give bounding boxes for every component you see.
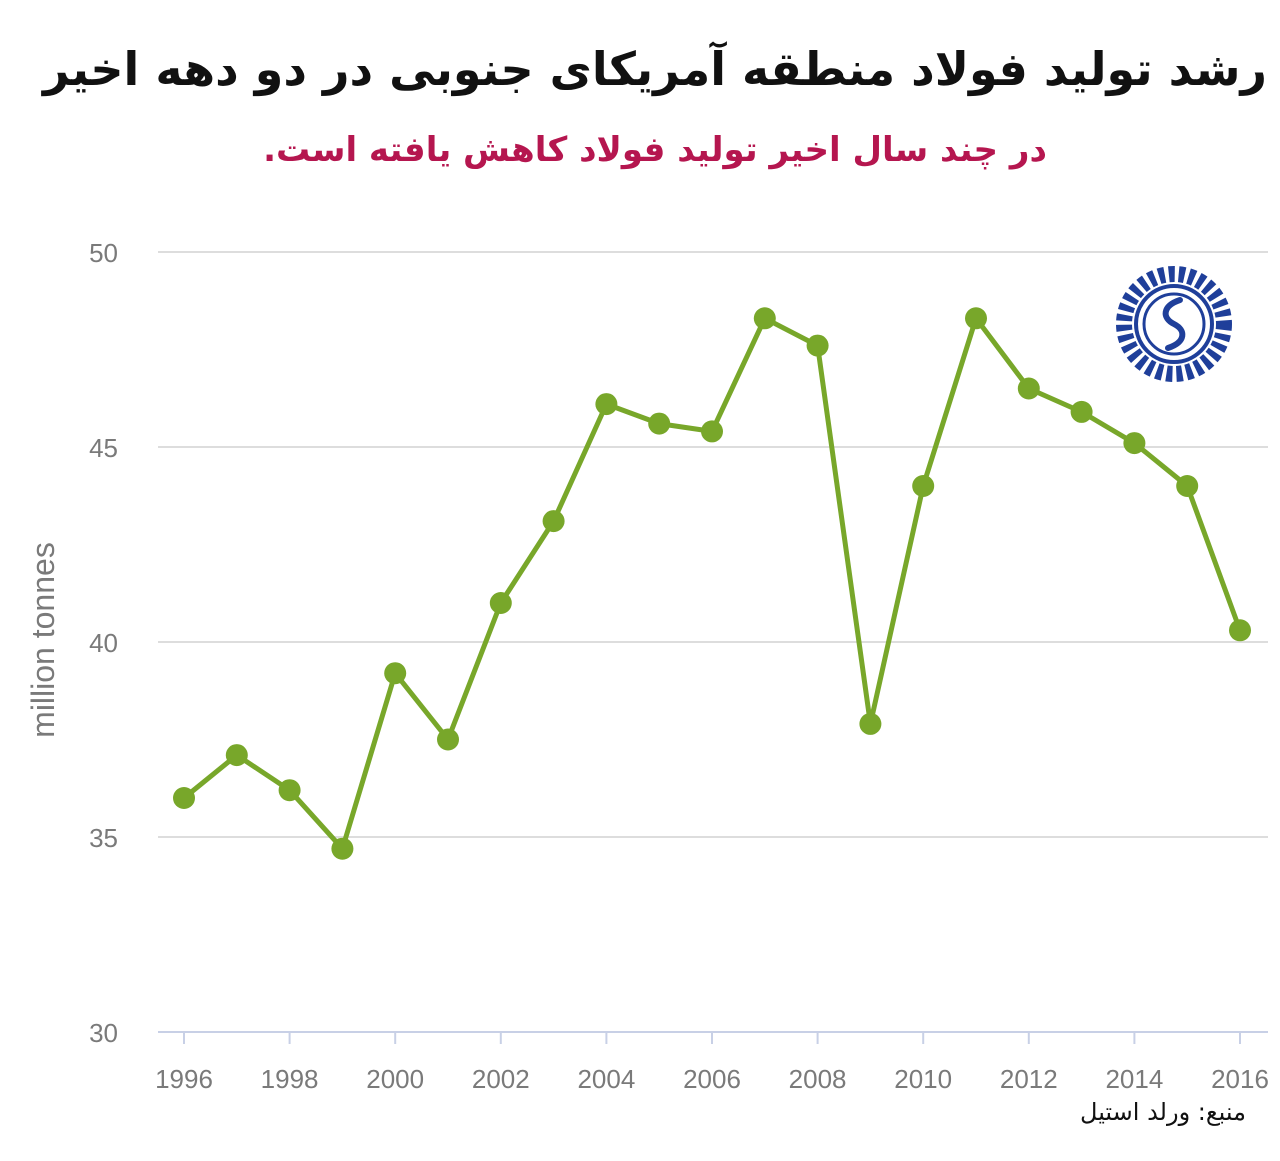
grid-lines	[158, 251, 1268, 838]
data-point-2003[interactable]	[542, 510, 565, 533]
data-point-2008[interactable]	[806, 334, 829, 357]
data-point-2013[interactable]	[1070, 400, 1093, 423]
emblem-logo-icon	[1116, 266, 1232, 382]
series-line	[181, 315, 1243, 852]
data-point-1999[interactable]	[331, 837, 354, 860]
data-point-2009[interactable]	[859, 712, 882, 735]
data-point-2016[interactable]	[1229, 619, 1251, 642]
data-point-1996[interactable]	[173, 787, 195, 809]
data-point-2002[interactable]	[489, 592, 512, 614]
data-point-2001[interactable]	[437, 728, 459, 751]
y-tick-label: 40	[89, 628, 118, 658]
data-point-2010[interactable]	[912, 475, 935, 497]
page-subtitle: در چند سال اخیر تولید فولاد کاهش یافته ا…	[263, 130, 1047, 170]
page-title: رشد تولید فولاد منطقه آمریکای جنوبی در د…	[43, 42, 1267, 96]
y-axis: 30 35 40 45 50	[89, 238, 118, 1048]
x-tick-label: 1996	[155, 1064, 213, 1094]
data-point-2014[interactable]	[1123, 432, 1146, 455]
data-point-2000[interactable]	[384, 662, 407, 685]
x-tick-label: 2008	[789, 1064, 847, 1094]
x-tick-label: 2004	[577, 1064, 635, 1094]
data-point-1998[interactable]	[278, 779, 301, 802]
y-tick-label: 50	[89, 238, 118, 268]
y-tick-label: 35	[89, 823, 118, 853]
data-point-1997[interactable]	[225, 744, 248, 767]
data-point-2004[interactable]	[595, 393, 618, 416]
x-axis: 1996 1998 2000 2002 2004 2006 2008 2010 2012 2014…	[155, 1031, 1269, 1094]
x-tick-label: 2010	[894, 1064, 952, 1094]
x-tick-label: 2016	[1211, 1064, 1269, 1094]
source-note: منبع: ورلد استیل	[1080, 1098, 1246, 1126]
data-point-2015[interactable]	[1176, 475, 1199, 497]
data-point-2006[interactable]	[701, 420, 723, 443]
data-point-2011[interactable]	[965, 307, 987, 330]
series-group	[173, 307, 1251, 860]
x-tick-label: 2002	[472, 1064, 530, 1094]
x-tick-label: 2006	[683, 1064, 741, 1094]
x-tick-label: 2000	[366, 1064, 424, 1094]
y-tick-label: 30	[89, 1018, 118, 1048]
y-axis-title: million tonnes	[25, 542, 61, 738]
y-tick-label: 45	[89, 433, 118, 463]
x-tick-label: 2014	[1105, 1064, 1163, 1094]
x-tick-label: 2012	[1000, 1064, 1058, 1094]
data-point-2012[interactable]	[1017, 377, 1040, 400]
data-point-2007[interactable]	[753, 307, 776, 330]
x-tick-label: 1998	[261, 1064, 319, 1094]
data-point-2005[interactable]	[648, 412, 671, 435]
